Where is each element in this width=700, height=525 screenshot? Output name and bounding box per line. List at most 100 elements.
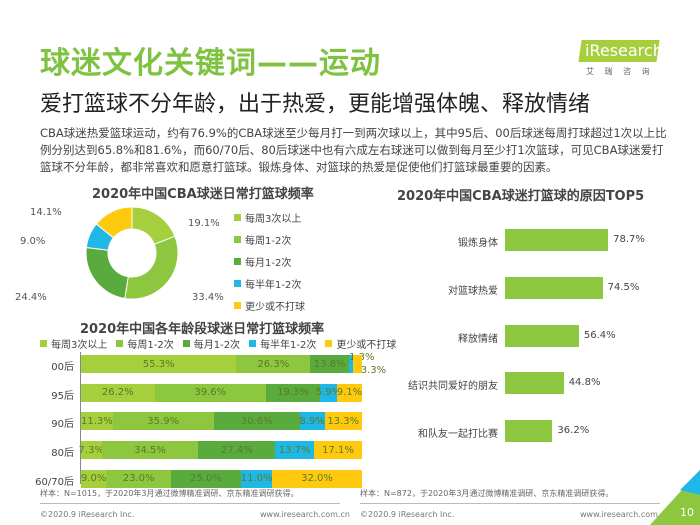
segment-label: 25.0% bbox=[190, 473, 222, 485]
divider bbox=[40, 503, 340, 504]
reason-label: 和队友一起打比赛 bbox=[418, 429, 498, 441]
legend-label: 每月1-2次 bbox=[193, 340, 241, 351]
segment-label: 17.1% bbox=[322, 444, 354, 456]
legend-item: 每周3次以上 bbox=[234, 206, 305, 228]
stacked-legend: 每周3次以上 每周1-2次 每月1-2次 每半年1-2次 更少或不打球 bbox=[40, 336, 396, 351]
segment-label: 11.0% bbox=[240, 473, 273, 485]
legend-swatch bbox=[234, 213, 241, 221]
legend-label: 每周3次以上 bbox=[51, 340, 108, 351]
legend-swatch bbox=[249, 340, 257, 347]
bar-segment: 13.3% bbox=[324, 412, 362, 431]
reason-bar bbox=[505, 420, 553, 443]
segment-label: 39.6% bbox=[194, 387, 227, 399]
bar-segment: 27.4% bbox=[198, 441, 276, 460]
legend-item: 每周3次以上 bbox=[40, 336, 107, 351]
legend-label: 每半年1-2次 bbox=[245, 279, 302, 291]
segment-label: 13.7% bbox=[278, 444, 311, 456]
segment-label: 32.0% bbox=[301, 473, 333, 485]
copyright-right: ©2020.9 iResearch Inc. bbox=[360, 510, 455, 519]
bar-segment: 23.0% bbox=[106, 469, 171, 488]
segment-label: 5.9% bbox=[315, 387, 342, 399]
legend-label: 更少或不打球 bbox=[336, 340, 397, 351]
reason-value: 36.2% bbox=[557, 425, 590, 437]
bar-segment: 55.3% bbox=[81, 355, 237, 373]
legend-label: 每月1-2次 bbox=[245, 257, 292, 269]
segment-label: 27.4% bbox=[221, 444, 253, 456]
donut-chart bbox=[85, 206, 179, 300]
reason-value: 56.4% bbox=[583, 329, 616, 341]
segment-label: 9.1% bbox=[336, 387, 363, 399]
bar-segment: 35.9% bbox=[112, 412, 214, 431]
legend-item: 每月1-2次 bbox=[234, 250, 305, 272]
bar-segment: 9.1% bbox=[336, 383, 363, 402]
reason-value: 44.8% bbox=[568, 377, 601, 389]
legend-item: 更少或不打球 bbox=[234, 294, 305, 316]
bar-segment: 3.3% bbox=[352, 355, 386, 376]
bar-segment: 9.0% bbox=[80, 469, 107, 488]
reason-value: 74.5% bbox=[607, 281, 640, 293]
bar-segment: 26.3% bbox=[236, 355, 311, 373]
top5-title: 2020年中国CBA球迷打篮球的原因TOP5 bbox=[397, 189, 645, 204]
page-subtitle: 爱打篮球不分年龄，出于热爱，更能增强体魄、释放情绪 bbox=[40, 92, 591, 117]
segment-label: 9.0% bbox=[80, 473, 107, 485]
legend-swatch bbox=[234, 235, 241, 243]
reason-bar bbox=[505, 229, 609, 251]
bar-segment: 8.9% bbox=[299, 412, 325, 431]
bar-segment: 25.0% bbox=[170, 469, 242, 488]
corner-decoration bbox=[650, 470, 700, 525]
segment-label: 35.9% bbox=[147, 415, 180, 427]
bar-segment: 13.8% bbox=[310, 355, 350, 373]
legend-item: 更少或不打球 bbox=[325, 336, 396, 351]
segment-label: 26.2% bbox=[101, 387, 134, 399]
reason-label: 对篮球热爱 bbox=[448, 285, 498, 297]
segment-label: 7.3% bbox=[78, 444, 104, 456]
body-text: CBA球迷热爱篮球运动，约有76.9%的CBA球迷至少每月打一到两次球以上，其中… bbox=[40, 126, 667, 174]
legend-swatch bbox=[234, 279, 241, 287]
slice-label: 14.1% bbox=[30, 207, 62, 218]
segment-label: 8.9% bbox=[299, 415, 325, 427]
donut-slice bbox=[124, 235, 179, 300]
row-label: 00后 bbox=[51, 362, 74, 373]
legend-label: 每半年1-2次 bbox=[260, 340, 317, 351]
donut-slice bbox=[95, 206, 133, 239]
segment-label: 3.3% bbox=[360, 365, 387, 376]
segment-label: 34.5% bbox=[134, 444, 166, 456]
segment-label: 23.0% bbox=[122, 473, 155, 485]
segment-label: 13.8% bbox=[313, 358, 346, 370]
url-right: www.iresearch.com.cn bbox=[580, 510, 670, 519]
url-left: www.iresearch.com.cn bbox=[260, 510, 350, 519]
legend-label: 每周3次以上 bbox=[245, 213, 302, 225]
bar-segment: 30.6% bbox=[213, 412, 300, 431]
legend-swatch bbox=[325, 340, 333, 347]
row-label: 80后 bbox=[51, 448, 74, 460]
donut-legend: 每周3次以上 每周1-2次 每月1-2次 每半年1-2次 更少或不打球 bbox=[234, 206, 305, 316]
reason-value: 78.7% bbox=[613, 234, 645, 245]
legend-swatch bbox=[234, 301, 241, 309]
logo-subtext: 艾 瑞 咨 询 bbox=[586, 67, 654, 76]
slice-label: 19.1% bbox=[188, 218, 220, 229]
bar-segment: 11.0% bbox=[240, 469, 273, 488]
legend-swatch bbox=[116, 340, 124, 347]
legend-item: 每半年1-2次 bbox=[234, 272, 305, 294]
slice-label: 33.4% bbox=[192, 292, 224, 303]
stacked-title: 2020年中国各年龄段球迷日常打篮球频率 bbox=[80, 322, 325, 337]
row-label: 95后 bbox=[51, 390, 74, 402]
reason-bar bbox=[505, 324, 579, 347]
segment-label: 55.3% bbox=[142, 358, 175, 370]
row-label: 90后 bbox=[51, 419, 74, 431]
axis-line bbox=[80, 352, 81, 484]
bar-segment: 39.6% bbox=[154, 383, 266, 402]
sample-note-left: 样本：N=1015，于2020年3月通过微博精准调研、京东精准调研获得。 bbox=[40, 489, 299, 498]
page-number: 10 bbox=[680, 506, 694, 519]
segment-label: 13.3% bbox=[327, 415, 360, 427]
segment-label: 26.3% bbox=[257, 358, 290, 370]
legend-label: 每周1-2次 bbox=[127, 340, 174, 351]
slice-label: 9.0% bbox=[20, 236, 46, 247]
legend-item: 每半年1-2次 bbox=[249, 336, 316, 351]
row-label: 60/70后 bbox=[35, 476, 74, 488]
legend-label: 更少或不打球 bbox=[245, 301, 305, 313]
bar-segment: 7.3% bbox=[78, 441, 104, 460]
bar-segment: 5.9% bbox=[316, 383, 341, 402]
segment-label: 30.6% bbox=[240, 415, 273, 427]
bar-segment: 11.3% bbox=[81, 412, 113, 431]
